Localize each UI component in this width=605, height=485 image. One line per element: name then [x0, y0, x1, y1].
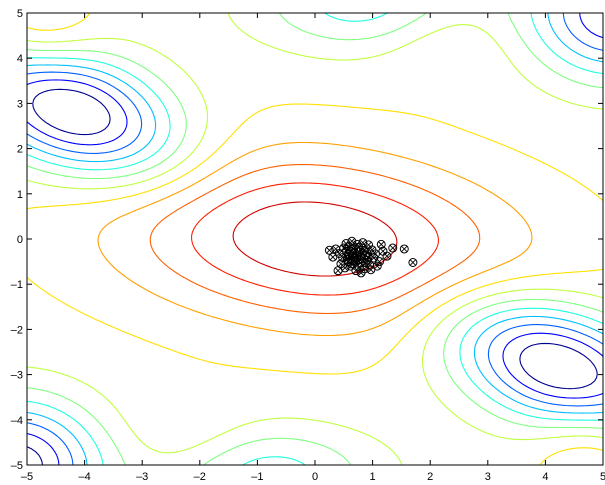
contour-line — [27, 57, 171, 171]
x-tick-label: –2 — [194, 471, 206, 483]
y-axis: 5 4 3 2 1 0 –1 –2 –3 –4 –5 — [11, 8, 603, 472]
contour-line — [97, 141, 533, 337]
x-tick-label: 2 — [427, 471, 433, 483]
sample-point — [363, 252, 373, 262]
contour-level — [232, 201, 398, 277]
sample-point — [372, 261, 382, 271]
sample-point — [388, 243, 398, 253]
sample-point — [324, 245, 334, 255]
contour-line — [27, 411, 88, 465]
contour-line — [149, 163, 481, 315]
y-tick-label: –5 — [11, 460, 23, 472]
contour-level — [149, 163, 481, 315]
contour-level — [97, 141, 533, 337]
contour-line — [278, 13, 427, 41]
sample-point — [333, 266, 343, 276]
contour-line — [27, 13, 91, 31]
contour-line — [27, 432, 60, 465]
x-tick-label: 0 — [312, 471, 318, 483]
y-tick-label: –3 — [11, 370, 23, 382]
sample-point — [345, 246, 355, 256]
contour-line — [27, 422, 74, 465]
y-tick-label: 2 — [17, 144, 23, 156]
contour-level — [27, 13, 603, 465]
contour-line — [27, 71, 143, 154]
y-tick-label: 1 — [17, 189, 23, 201]
y-tick-label: –2 — [11, 324, 23, 336]
contour-line — [27, 268, 603, 375]
contour-line — [242, 456, 306, 465]
contour-level — [27, 13, 603, 465]
contour-line — [459, 307, 603, 421]
y-tick-label: 5 — [17, 8, 23, 20]
sample-point — [399, 244, 409, 254]
contour-line — [502, 332, 603, 399]
x-axis: –5 –4 –3 –2 –1 0 1 2 3 4 5 — [21, 13, 605, 483]
contour-line — [443, 298, 603, 429]
x-tick-label: –5 — [21, 471, 33, 483]
contour-line — [27, 446, 43, 465]
contour-line — [487, 324, 603, 407]
contour-line — [473, 315, 603, 414]
sample-point — [408, 258, 418, 268]
sample-point — [359, 246, 369, 256]
contour-level — [27, 13, 603, 465]
plot-area — [27, 13, 603, 465]
x-tick-label: 5 — [600, 471, 605, 483]
contour-line — [232, 201, 398, 277]
x-tick-label: –4 — [78, 471, 90, 483]
contour-line — [547, 13, 603, 63]
contour-line — [27, 400, 104, 465]
sample-point — [356, 268, 366, 278]
contour-level — [27, 13, 603, 465]
contour-line — [27, 37, 209, 190]
y-tick-label: 0 — [17, 234, 23, 246]
y-tick-label: –4 — [11, 415, 23, 427]
contour-lines — [27, 13, 603, 465]
y-tick-label: 3 — [17, 98, 23, 110]
sample-point — [343, 257, 353, 267]
contour-level — [27, 13, 603, 465]
contour-line — [530, 13, 603, 75]
contour-line — [27, 103, 603, 210]
x-tick-label: 1 — [370, 471, 376, 483]
contour-level — [190, 182, 440, 296]
y-tick-label: –1 — [11, 279, 23, 291]
x-tick-label: –3 — [136, 471, 148, 483]
contour-line — [579, 13, 603, 39]
x-tick-label: –1 — [251, 471, 263, 483]
contour-line — [507, 13, 603, 89]
contour-line — [190, 182, 440, 296]
contour-line — [27, 387, 126, 465]
y-tick-label: 4 — [17, 53, 23, 65]
contour-line — [27, 366, 403, 465]
x-tick-label: 3 — [485, 471, 491, 483]
contour-line — [27, 79, 128, 146]
contour-line — [27, 49, 187, 180]
contour-line — [32, 88, 111, 136]
contour-line — [421, 288, 603, 441]
contour-level — [27, 88, 598, 465]
contour-line — [27, 64, 157, 163]
contour-line — [539, 447, 603, 465]
sample-point — [341, 239, 351, 249]
contour-level — [27, 13, 603, 465]
contour-level — [27, 13, 603, 465]
contour-line — [324, 13, 388, 22]
sample-points — [324, 236, 418, 278]
contour-line — [519, 342, 598, 390]
contour-line — [227, 13, 603, 110]
contour-line — [203, 437, 352, 465]
x-tick-label: 4 — [542, 471, 548, 483]
sample-point — [382, 251, 392, 261]
contour-line — [562, 13, 603, 51]
sample-point — [376, 239, 386, 249]
sample-point — [355, 255, 365, 265]
